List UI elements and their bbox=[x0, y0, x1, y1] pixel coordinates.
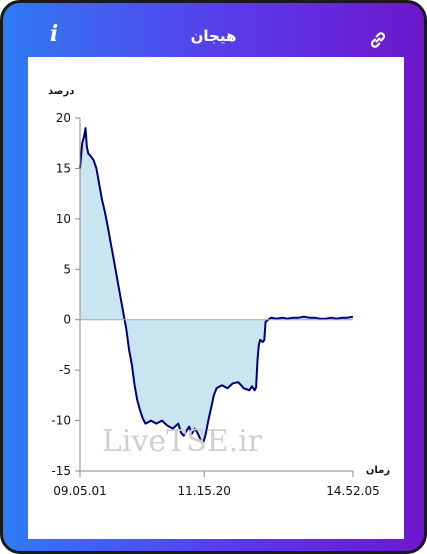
link-icon[interactable] bbox=[367, 29, 389, 51]
y-tick-label: 20 bbox=[56, 111, 71, 125]
watermark-text: LiveTSE.ir bbox=[102, 424, 263, 459]
x-tick-label: 14.52.05 bbox=[326, 484, 379, 498]
x-axis-title: زمان bbox=[366, 465, 390, 476]
y-tick-label: 0 bbox=[63, 313, 71, 327]
y-tick-label: 5 bbox=[63, 262, 71, 276]
series-line bbox=[79, 127, 354, 445]
y-tick-label: -10 bbox=[51, 414, 71, 428]
y-tick-label: -5 bbox=[59, 363, 71, 377]
x-tick-label: 11.15.20 bbox=[177, 484, 230, 498]
emotion-chart: 20 15 10 5 0 -5 -10 -15 09.05.01 11.15.20 14.52.05… bbox=[48, 86, 390, 498]
page-title: هیجان bbox=[190, 27, 237, 45]
y-tick-label: 10 bbox=[56, 212, 71, 226]
chart-panel: 20 15 10 5 0 -5 -10 -15 09.05.01 11.15.20 14.52.05… bbox=[28, 57, 404, 539]
y-axis-title: درصد bbox=[48, 86, 74, 97]
y-tick-label: -15 bbox=[51, 464, 71, 478]
x-tick-label: 09.05.01 bbox=[53, 484, 106, 498]
header-bar: i هیجان bbox=[3, 3, 424, 57]
info-icon[interactable]: i bbox=[49, 21, 59, 47]
area-fill bbox=[80, 128, 353, 444]
y-tick-label: 15 bbox=[56, 161, 71, 175]
